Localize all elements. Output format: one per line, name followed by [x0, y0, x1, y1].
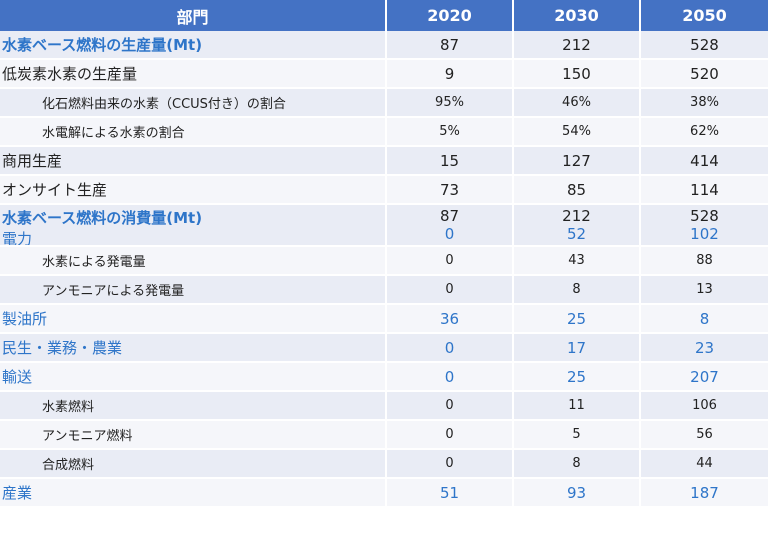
row-label: 水素ベース燃料の生産量(Mt)	[0, 31, 387, 60]
cell-2020: 0	[386, 275, 514, 305]
cell-2050: 44	[640, 449, 768, 479]
row-label: 水素燃料	[0, 391, 387, 421]
cell-2050: 8	[640, 304, 768, 334]
cell-2030: 11	[513, 391, 641, 421]
row-label: 水素による発電量	[0, 246, 387, 276]
cell-2030: 25	[513, 304, 641, 334]
cell-2020: 15	[386, 146, 514, 176]
table-row: 水電解による水素の割合 5% 54% 62%	[0, 117, 768, 147]
cell-2050: 114	[640, 175, 768, 205]
header-2030: 2030	[513, 0, 641, 31]
cell-2030: 150	[513, 59, 641, 89]
cell-2030: 5	[513, 420, 641, 450]
row-label: 低炭素水素の生産量	[0, 59, 387, 89]
cell-2030: 127	[513, 146, 641, 176]
table-row: 化石燃料由来の水素（CCUS付き）の割合 95% 46% 38%	[0, 88, 768, 118]
cell-2050: 62%	[640, 117, 768, 147]
cell-2020: 5%	[386, 117, 514, 147]
cell-2050: 414	[640, 146, 768, 176]
cell-2030: 85	[513, 175, 641, 205]
cell-2020: 0	[386, 246, 514, 276]
table-row: 低炭素水素の生産量 9 150 520	[0, 59, 768, 89]
header-2020: 2020	[386, 0, 514, 31]
row-label: 水素ベース燃料の消費量(Mt)	[2, 209, 203, 227]
table-header-row: 部門 2020 2030 2050	[0, 0, 768, 31]
row-label: 水電解による水素の割合	[0, 117, 387, 147]
cell-2020: 0	[386, 391, 514, 421]
cell-2030: 54%	[513, 117, 641, 147]
row-label: 製油所	[0, 304, 387, 334]
cell-2020: 95%	[386, 88, 514, 118]
table-row: 水素燃料 0 11 106	[0, 391, 768, 421]
table-row: 製油所 36 25 8	[0, 304, 768, 334]
cell-2020: 0	[386, 420, 514, 450]
row-label-combined: 水素ベース燃料の消費量(Mt) 電力	[0, 203, 387, 247]
cell-2020: 9	[386, 59, 514, 89]
table-row: 商用生産 15 127 414	[0, 146, 768, 176]
header-sector: 部門	[0, 0, 387, 31]
row-label: 電力	[2, 230, 33, 246]
cell-2050: 207	[640, 362, 768, 392]
cell-2050: 106	[640, 391, 768, 421]
table-row: 水素ベース燃料の生産量(Mt) 87 212 528	[0, 31, 768, 60]
table-row: 民生・業務・農業 0 17 23	[0, 333, 768, 363]
row-label: オンサイト生産	[0, 175, 387, 205]
cell-2020: 73	[386, 175, 514, 205]
cell-2030: 25	[513, 362, 641, 392]
cell-2030: 46%	[513, 88, 641, 118]
table-row: アンモニア燃料 0 5 56	[0, 420, 768, 450]
cell-2030: 212	[562, 207, 591, 225]
cell-2020: 0	[386, 333, 514, 363]
cell-2050: 520	[640, 59, 768, 89]
cell-2030: 8	[513, 275, 641, 305]
row-label: 合成燃料	[0, 449, 387, 479]
cell-2020-combined: 87 0	[386, 203, 514, 247]
cell-2020: 87	[386, 31, 514, 60]
cell-2020: 51	[386, 478, 514, 508]
table-row: 産業 51 93 187	[0, 478, 768, 508]
header-2050: 2050	[640, 0, 768, 31]
cell-2020: 36	[386, 304, 514, 334]
cell-2050: 88	[640, 246, 768, 276]
table-row: 水素による発電量 0 43 88	[0, 246, 768, 276]
cell-2050: 102	[690, 225, 719, 243]
cell-2050-combined: 528 102	[640, 203, 768, 247]
table-row: 輸送 0 25 207	[0, 362, 768, 392]
table-row: オンサイト生産 73 85 114	[0, 175, 768, 205]
cell-2050: 528	[690, 207, 719, 225]
cell-2030: 212	[513, 31, 641, 60]
row-label: アンモニア燃料	[0, 420, 387, 450]
cell-2030: 8	[513, 449, 641, 479]
cell-2050: 187	[640, 478, 768, 508]
cell-2050: 528	[640, 31, 768, 60]
row-label: アンモニアによる発電量	[0, 275, 387, 305]
cell-2020: 0	[444, 225, 455, 243]
table-row: 水素ベース燃料の消費量(Mt) 電力 87 0 212 52 528	[0, 203, 768, 247]
cell-2030: 52	[566, 225, 587, 243]
row-label: 輸送	[0, 362, 387, 392]
row-label: 商用生産	[0, 146, 387, 176]
cell-2020: 0	[386, 449, 514, 479]
cell-2030: 93	[513, 478, 641, 508]
cell-2050: 23	[640, 333, 768, 363]
row-label: 化石燃料由来の水素（CCUS付き）の割合	[0, 88, 387, 118]
cell-2020: 87	[439, 207, 460, 225]
row-label: 産業	[0, 478, 387, 508]
cell-2030-combined: 212 52	[513, 203, 641, 247]
table-row: アンモニアによる発電量 0 8 13	[0, 275, 768, 305]
cell-2030: 17	[513, 333, 641, 363]
cell-2050: 38%	[640, 88, 768, 118]
cell-2050: 56	[640, 420, 768, 450]
hydrogen-fuel-table: 部門 2020 2030 2050 水素ベース燃料の生産量(Mt) 87 212…	[0, 0, 768, 508]
cell-2030: 43	[513, 246, 641, 276]
table-row: 合成燃料 0 8 44	[0, 449, 768, 479]
cell-2050: 13	[640, 275, 768, 305]
cell-2020: 0	[386, 362, 514, 392]
row-label: 民生・業務・農業	[0, 333, 387, 363]
